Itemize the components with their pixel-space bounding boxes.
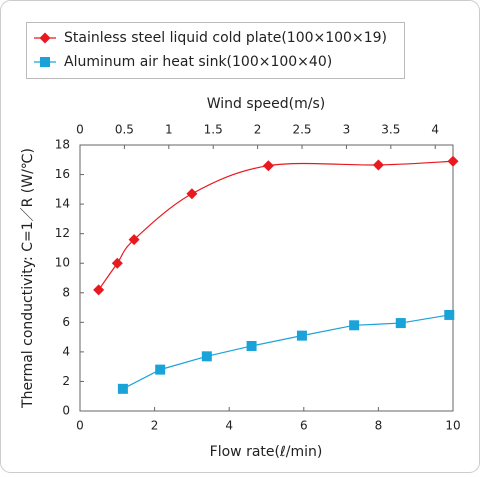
y-tick-label: 2	[62, 374, 70, 388]
point	[117, 383, 128, 394]
point	[246, 340, 257, 351]
legend-box	[26, 22, 405, 79]
point	[93, 284, 105, 296]
x2-axis-label: Wind speed(m/s)	[207, 96, 326, 112]
x2-tick-label: 2	[254, 123, 262, 137]
x-tick-label: 6	[300, 419, 308, 433]
x2-tick-label: 3	[343, 123, 351, 137]
x2-tick-label: 2.5	[292, 123, 311, 137]
point	[395, 318, 406, 329]
y-tick-label: 4	[62, 344, 70, 358]
y-tick-label: 8	[62, 285, 70, 299]
y-tick-label: 18	[55, 138, 70, 152]
x-tick-label: 10	[445, 419, 460, 433]
point	[349, 320, 360, 331]
point	[372, 159, 384, 171]
y-tick-label: 6	[62, 315, 70, 329]
point	[111, 257, 123, 269]
x-tick-label: 8	[375, 419, 383, 433]
x-axis-label: Flow rate(ℓ/min)	[210, 444, 323, 460]
x2-tick-label: 0.5	[115, 123, 134, 137]
y-tick-label: 12	[55, 226, 70, 240]
series-line	[122, 314, 450, 390]
y-tick-label: 10	[55, 256, 70, 270]
legend-label: Aluminum air heat sink(100×100×40)	[64, 54, 332, 70]
point	[201, 351, 212, 362]
x-tick-label: 4	[225, 419, 233, 433]
point	[296, 330, 307, 341]
legend-marker	[39, 32, 51, 44]
point	[155, 364, 166, 375]
x2-tick-label: 1.5	[204, 123, 223, 137]
plot-area	[79, 144, 454, 412]
x-tick-label: 0	[76, 419, 84, 433]
x2-tick-label: 3.5	[381, 123, 400, 137]
legend-label: Stainless steel liquid cold plate(100×10…	[64, 30, 387, 46]
y-axis-label: Thermal conductivity: C=1／R (W/℃)	[20, 148, 36, 409]
x2-tick-label: 4	[431, 123, 439, 137]
legend-marker	[40, 57, 50, 67]
x2-tick-label: 1	[165, 123, 173, 137]
point	[447, 155, 459, 167]
point	[186, 188, 198, 200]
point	[444, 309, 455, 320]
y-tick-label: 16	[55, 167, 70, 181]
y-tick-label: 0	[62, 404, 70, 418]
x2-tick-label: 0	[76, 123, 84, 137]
point	[262, 160, 274, 172]
point	[128, 234, 140, 246]
y-tick-label: 14	[55, 197, 70, 211]
x-tick-label: 2	[151, 419, 159, 433]
